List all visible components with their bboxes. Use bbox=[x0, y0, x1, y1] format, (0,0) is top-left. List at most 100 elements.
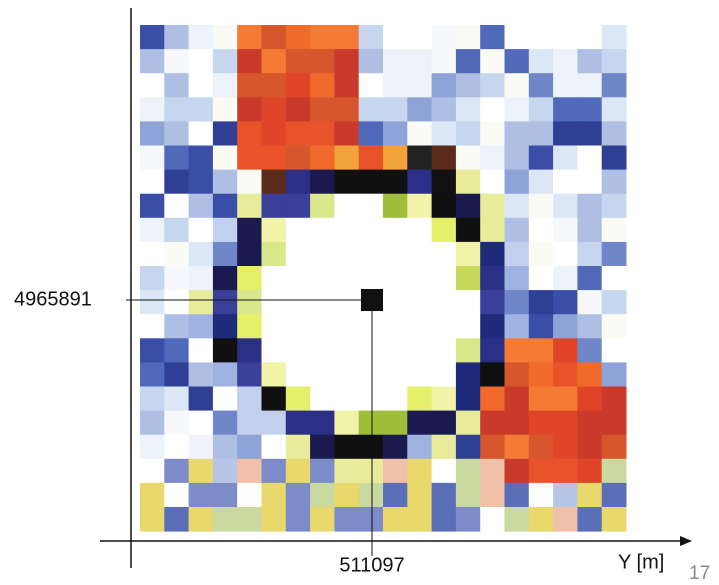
raster-cell bbox=[213, 314, 238, 339]
raster-cell bbox=[310, 314, 335, 339]
raster-cell bbox=[262, 266, 287, 291]
raster-cell bbox=[310, 362, 335, 387]
raster-cell bbox=[334, 338, 359, 363]
raster-cell bbox=[529, 507, 554, 532]
raster-cell bbox=[529, 194, 554, 219]
raster-cell bbox=[286, 362, 311, 387]
raster-cell bbox=[407, 411, 432, 436]
raster-cell bbox=[505, 483, 530, 508]
raster-cell bbox=[383, 483, 408, 508]
raster-cell bbox=[432, 338, 457, 363]
raster-cell bbox=[407, 25, 432, 50]
raster-grid bbox=[140, 25, 627, 532]
raster-cell bbox=[577, 194, 602, 219]
raster-cell bbox=[456, 146, 481, 171]
raster-cell bbox=[213, 218, 238, 243]
raster-cell bbox=[577, 362, 602, 387]
raster-cell bbox=[529, 146, 554, 171]
raster-cell bbox=[359, 49, 384, 74]
raster-cell bbox=[456, 459, 481, 484]
raster-cell bbox=[310, 194, 335, 219]
raster-cell bbox=[480, 507, 505, 532]
raster-cell bbox=[310, 218, 335, 243]
raster-cell bbox=[334, 49, 359, 74]
raster-cell bbox=[577, 97, 602, 122]
axis-title: Y [m] bbox=[618, 551, 664, 573]
page-number: 17 bbox=[689, 563, 710, 584]
raster-cell bbox=[432, 242, 457, 267]
raster-cell bbox=[140, 97, 165, 122]
raster-cell bbox=[286, 25, 311, 50]
raster-cell bbox=[505, 435, 530, 460]
raster-cell bbox=[213, 290, 238, 315]
raster-cell bbox=[432, 435, 457, 460]
raster-cell bbox=[480, 266, 505, 291]
raster-cell bbox=[334, 362, 359, 387]
raster-cell bbox=[553, 218, 578, 243]
raster-cell bbox=[359, 507, 384, 532]
raster-cell bbox=[262, 362, 287, 387]
raster-cell bbox=[480, 25, 505, 50]
raster-cell bbox=[383, 97, 408, 122]
raster-cell bbox=[553, 170, 578, 195]
raster-cell bbox=[553, 266, 578, 291]
raster-cell bbox=[310, 146, 335, 171]
raster-cell bbox=[577, 483, 602, 508]
raster-cell bbox=[334, 314, 359, 339]
raster-cell bbox=[213, 25, 238, 50]
raster-cell bbox=[553, 49, 578, 74]
axis-arrow bbox=[680, 536, 692, 546]
raster-cell bbox=[383, 411, 408, 436]
raster-cell bbox=[602, 387, 627, 412]
raster-cell bbox=[407, 146, 432, 171]
raster-cell bbox=[189, 459, 214, 484]
raster-cell bbox=[505, 194, 530, 219]
raster-cell bbox=[310, 338, 335, 363]
raster-cell bbox=[213, 435, 238, 460]
raster-cell bbox=[286, 435, 311, 460]
raster-cell bbox=[140, 242, 165, 267]
raster-cell bbox=[432, 97, 457, 122]
raster-cell bbox=[407, 121, 432, 146]
raster-cell bbox=[237, 218, 262, 243]
raster-cell bbox=[383, 362, 408, 387]
raster-cell bbox=[505, 459, 530, 484]
raster-cell bbox=[262, 49, 287, 74]
raster-cell bbox=[602, 362, 627, 387]
raster-cell bbox=[359, 387, 384, 412]
raster-cell bbox=[334, 507, 359, 532]
raster-cell bbox=[553, 194, 578, 219]
raster-cell bbox=[286, 290, 311, 315]
raster-cell bbox=[383, 507, 408, 532]
raster-cell bbox=[164, 73, 189, 98]
raster-cell bbox=[432, 507, 457, 532]
raster-cell bbox=[577, 507, 602, 532]
raster-cell bbox=[529, 362, 554, 387]
raster-cell bbox=[602, 483, 627, 508]
raster-cell bbox=[383, 435, 408, 460]
raster-cell bbox=[480, 411, 505, 436]
raster-cell bbox=[577, 218, 602, 243]
raster-cell bbox=[529, 459, 554, 484]
raster-cell bbox=[286, 194, 311, 219]
raster-cell bbox=[262, 97, 287, 122]
raster-cell bbox=[359, 314, 384, 339]
raster-cell bbox=[456, 266, 481, 291]
raster-cell bbox=[237, 97, 262, 122]
raster-cell bbox=[602, 73, 627, 98]
raster-cell bbox=[213, 266, 238, 291]
raster-cell bbox=[164, 194, 189, 219]
raster-cell bbox=[164, 121, 189, 146]
raster-cell bbox=[432, 170, 457, 195]
raster-cell bbox=[237, 411, 262, 436]
raster-cell bbox=[432, 314, 457, 339]
raster-cell bbox=[602, 266, 627, 291]
raster-cell bbox=[237, 483, 262, 508]
raster-cell bbox=[432, 73, 457, 98]
raster-cell bbox=[529, 411, 554, 436]
raster-cell bbox=[140, 459, 165, 484]
raster-cell bbox=[262, 338, 287, 363]
raster-cell bbox=[553, 459, 578, 484]
raster-cell bbox=[359, 483, 384, 508]
raster-cell bbox=[310, 459, 335, 484]
